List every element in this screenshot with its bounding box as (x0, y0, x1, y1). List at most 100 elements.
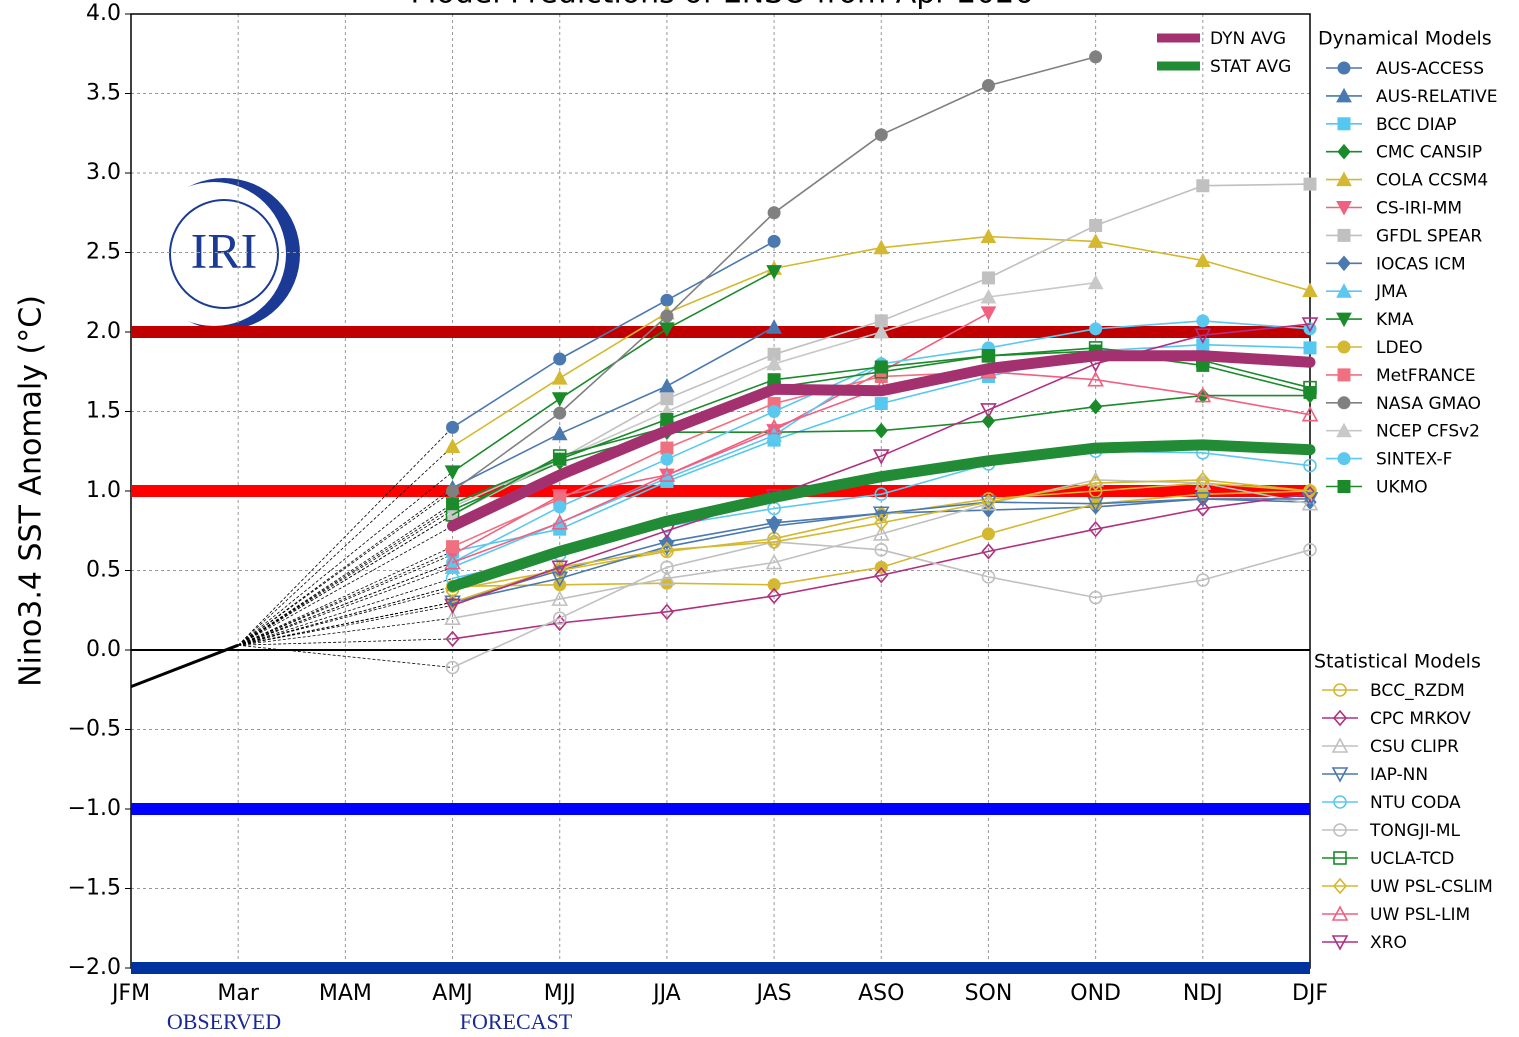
legend-entry: CPC MRKOV (1322, 709, 1471, 729)
marker (1194, 252, 1211, 267)
marker (444, 609, 461, 626)
legend-label: UW PSL-CSLIM (1370, 877, 1493, 897)
marker (1337, 368, 1351, 382)
marker (1336, 201, 1352, 216)
marker (981, 271, 995, 285)
marker (1333, 823, 1347, 837)
marker (1194, 492, 1212, 508)
marker (1303, 341, 1317, 355)
legend-label: SINTEX-F (1376, 450, 1452, 470)
model-line (451, 323, 1311, 607)
marker (446, 497, 460, 511)
legend-label: BCC_RZDM (1370, 681, 1465, 701)
connector (237, 487, 453, 646)
marker (766, 427, 782, 442)
y-tick-label: −0.5 (68, 717, 121, 742)
marker (765, 553, 783, 570)
marker (1088, 590, 1103, 605)
marker (1331, 737, 1349, 753)
series (444, 228, 1318, 453)
legend-entry: JMA (1326, 282, 1408, 302)
marker (1087, 274, 1104, 290)
x-tick-label: SON (965, 981, 1013, 1006)
marker (660, 309, 674, 323)
legend-entry: STAT AVG (1157, 57, 1291, 77)
marker (766, 355, 782, 371)
marker (766, 319, 782, 334)
marker (1336, 312, 1352, 328)
model-line (451, 371, 990, 548)
marker (553, 500, 567, 514)
marker (1337, 480, 1351, 493)
model-line (451, 479, 1311, 604)
marker (553, 406, 567, 420)
model-line (451, 541, 1311, 669)
marker (1331, 767, 1349, 783)
marker (981, 543, 996, 560)
marker (874, 514, 889, 532)
y-tick-label: 3.5 (86, 81, 121, 106)
legend-entry: CS-IRI-MM (1326, 199, 1462, 219)
legend-label: UCLA-TCD (1370, 849, 1454, 869)
marker (659, 322, 675, 337)
marker (1337, 228, 1351, 242)
legend-entry: UW PSL-LIM (1322, 905, 1470, 925)
connector (237, 490, 453, 646)
marker (1337, 255, 1351, 272)
connector (238, 586, 453, 646)
x-tick-label: OND (1070, 981, 1121, 1006)
marker (872, 506, 890, 522)
marker (1087, 496, 1104, 513)
marker (1336, 422, 1352, 438)
legend-entry: MetFRANCE (1326, 366, 1476, 386)
marker (553, 352, 567, 366)
marker (1195, 500, 1210, 517)
marker (765, 418, 783, 435)
marker (1089, 322, 1103, 336)
y-tick-label: 0.0 (86, 637, 121, 662)
y-tick-label: 0.5 (86, 558, 121, 583)
connector (238, 551, 453, 646)
marker (1088, 474, 1103, 492)
legend-label: CPC MRKOV (1370, 709, 1471, 729)
marker (660, 560, 674, 575)
legend-entry: BCC DIAP (1326, 115, 1457, 135)
legend-title: Statistical Models (1314, 651, 1481, 673)
marker (767, 533, 782, 551)
legend-label: CMC CANSIP (1376, 143, 1482, 163)
marker (874, 128, 888, 142)
marker (874, 543, 889, 557)
marker (1087, 233, 1104, 248)
connector (238, 644, 453, 668)
marker (981, 79, 995, 93)
marker (873, 239, 890, 255)
marker (874, 567, 889, 584)
marker (445, 630, 460, 648)
legend-entry: CSU CLIPR (1322, 737, 1459, 757)
legend-entry: TONGJI-ML (1322, 821, 1460, 841)
marker (1301, 495, 1319, 511)
marker (980, 306, 997, 321)
marker (1196, 573, 1210, 587)
y-tick-label: −1.0 (68, 796, 121, 821)
marker (767, 206, 781, 220)
marker (551, 370, 568, 385)
series (446, 50, 1103, 498)
legend-label: CSU CLIPR (1370, 737, 1459, 757)
marker (1088, 520, 1103, 538)
marker (552, 449, 567, 463)
legend-label: NASA GMAO (1376, 394, 1481, 414)
marker (551, 571, 569, 588)
connector (238, 566, 453, 646)
series (446, 234, 781, 434)
marker (1336, 87, 1352, 103)
logo-text: IRI (191, 222, 258, 278)
marker (1331, 935, 1349, 951)
marker (551, 425, 568, 441)
marker (660, 293, 674, 307)
marker (660, 441, 674, 455)
legend-label: UW PSL-LIM (1370, 905, 1470, 925)
legend-title: Dynamical Models (1318, 28, 1492, 50)
model-line (451, 498, 1311, 604)
